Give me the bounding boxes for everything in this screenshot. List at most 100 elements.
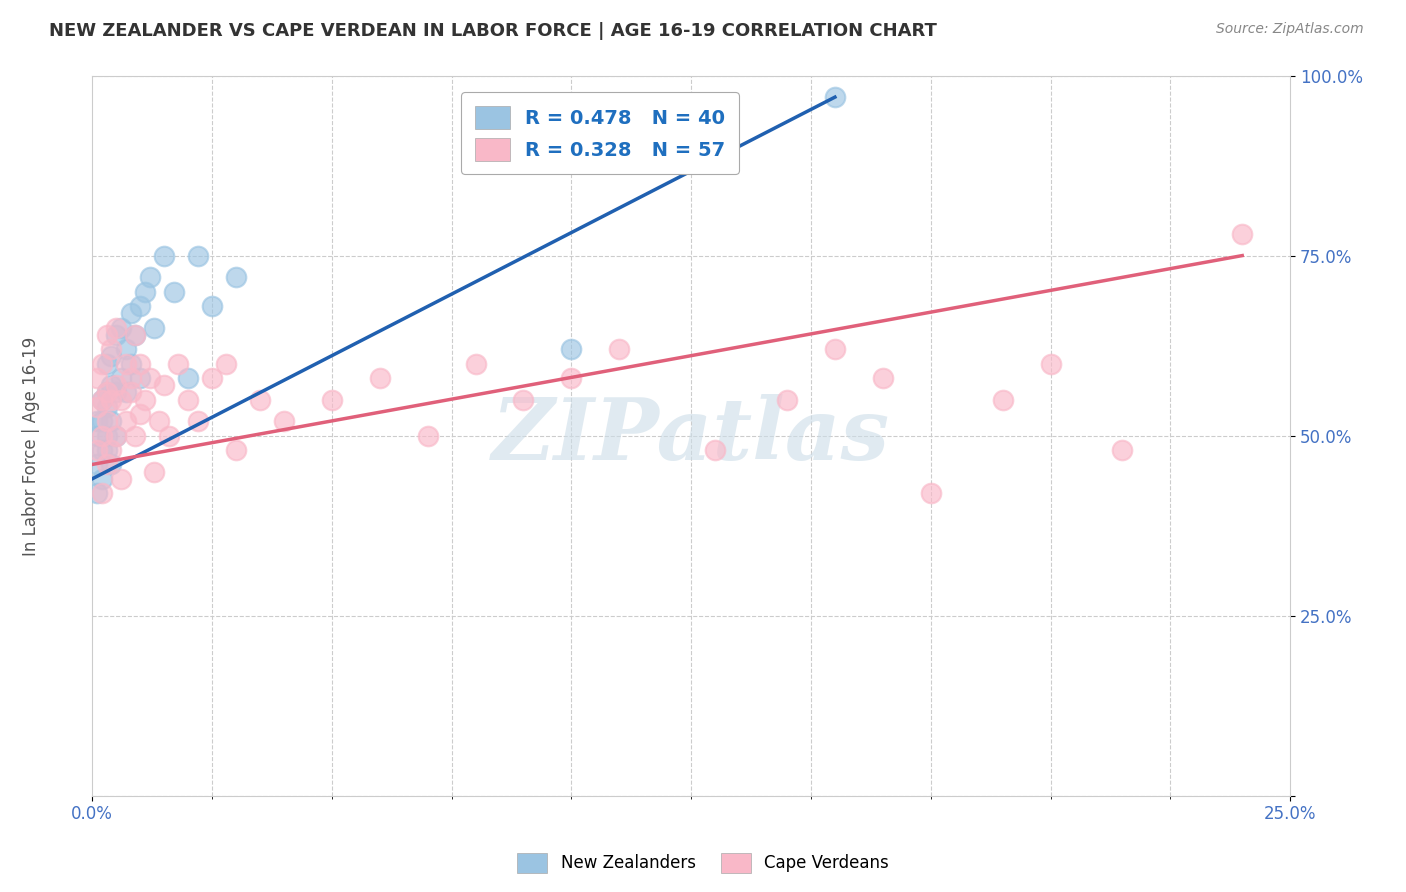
Point bbox=[96, 385, 118, 400]
Point bbox=[120, 306, 142, 320]
Point bbox=[110, 392, 132, 407]
Point bbox=[704, 443, 727, 458]
Point bbox=[96, 400, 118, 414]
Point bbox=[120, 357, 142, 371]
Point bbox=[110, 371, 132, 385]
Point bbox=[1039, 357, 1062, 371]
Point bbox=[100, 458, 122, 472]
Point bbox=[225, 443, 247, 458]
Point bbox=[776, 392, 799, 407]
Point bbox=[148, 414, 170, 428]
Point bbox=[143, 465, 166, 479]
Point bbox=[124, 428, 146, 442]
Point bbox=[100, 392, 122, 407]
Point bbox=[607, 342, 630, 356]
Point bbox=[110, 320, 132, 334]
Point bbox=[138, 371, 160, 385]
Point bbox=[100, 378, 122, 392]
Point bbox=[129, 299, 152, 313]
Point bbox=[177, 392, 200, 407]
Point bbox=[872, 371, 894, 385]
Point bbox=[129, 407, 152, 421]
Point bbox=[215, 357, 238, 371]
Point bbox=[86, 443, 108, 458]
Point bbox=[90, 414, 112, 428]
Point bbox=[560, 342, 582, 356]
Point bbox=[100, 350, 122, 364]
Point bbox=[824, 342, 846, 356]
Point bbox=[134, 392, 156, 407]
Point bbox=[368, 371, 391, 385]
Point bbox=[90, 443, 112, 458]
Text: In Labor Force | Age 16-19: In Labor Force | Age 16-19 bbox=[22, 336, 39, 556]
Point bbox=[560, 371, 582, 385]
Point bbox=[464, 357, 486, 371]
Point bbox=[86, 414, 108, 428]
Point bbox=[86, 400, 108, 414]
Point bbox=[129, 357, 152, 371]
Point bbox=[90, 357, 112, 371]
Point bbox=[143, 320, 166, 334]
Point bbox=[120, 385, 142, 400]
Point bbox=[225, 270, 247, 285]
Point bbox=[96, 428, 118, 442]
Point bbox=[153, 249, 176, 263]
Text: NEW ZEALANDER VS CAPE VERDEAN IN LABOR FORCE | AGE 16-19 CORRELATION CHART: NEW ZEALANDER VS CAPE VERDEAN IN LABOR F… bbox=[49, 22, 936, 40]
Point bbox=[134, 285, 156, 299]
Point bbox=[167, 357, 190, 371]
Point bbox=[273, 414, 295, 428]
Point bbox=[90, 392, 112, 407]
Text: ZIPatlas: ZIPatlas bbox=[492, 394, 890, 477]
Point bbox=[96, 414, 118, 428]
Point bbox=[129, 371, 152, 385]
Point bbox=[162, 285, 184, 299]
Point bbox=[105, 385, 128, 400]
Point bbox=[1111, 443, 1133, 458]
Point bbox=[96, 327, 118, 342]
Legend: New Zealanders, Cape Verdeans: New Zealanders, Cape Verdeans bbox=[510, 847, 896, 880]
Point bbox=[86, 486, 108, 500]
Point bbox=[96, 443, 118, 458]
Text: Source: ZipAtlas.com: Source: ZipAtlas.com bbox=[1216, 22, 1364, 37]
Point bbox=[124, 327, 146, 342]
Point bbox=[201, 371, 224, 385]
Point bbox=[201, 299, 224, 313]
Point bbox=[105, 428, 128, 442]
Point bbox=[249, 392, 271, 407]
Point bbox=[416, 428, 439, 442]
Point bbox=[105, 428, 128, 442]
Point bbox=[114, 342, 136, 356]
Point bbox=[138, 270, 160, 285]
Point bbox=[120, 371, 142, 385]
Point bbox=[105, 327, 128, 342]
Point bbox=[90, 392, 112, 407]
Point bbox=[105, 378, 128, 392]
Point bbox=[1232, 227, 1254, 241]
Point bbox=[105, 320, 128, 334]
Point bbox=[86, 428, 108, 442]
Point bbox=[114, 385, 136, 400]
Point bbox=[90, 472, 112, 486]
Point bbox=[124, 327, 146, 342]
Point bbox=[512, 392, 534, 407]
Point bbox=[90, 486, 112, 500]
Point bbox=[96, 357, 118, 371]
Point bbox=[187, 414, 209, 428]
Point bbox=[824, 90, 846, 104]
Point bbox=[991, 392, 1014, 407]
Point bbox=[90, 428, 112, 442]
Point bbox=[96, 385, 118, 400]
Point bbox=[187, 249, 209, 263]
Point bbox=[110, 472, 132, 486]
Legend: R = 0.478   N = 40, R = 0.328   N = 57: R = 0.478 N = 40, R = 0.328 N = 57 bbox=[461, 93, 740, 174]
Point bbox=[177, 371, 200, 385]
Point bbox=[86, 371, 108, 385]
Point bbox=[86, 458, 108, 472]
Point bbox=[321, 392, 343, 407]
Point bbox=[96, 458, 118, 472]
Point bbox=[153, 378, 176, 392]
Point bbox=[100, 443, 122, 458]
Point bbox=[157, 428, 180, 442]
Point bbox=[920, 486, 942, 500]
Point bbox=[114, 414, 136, 428]
